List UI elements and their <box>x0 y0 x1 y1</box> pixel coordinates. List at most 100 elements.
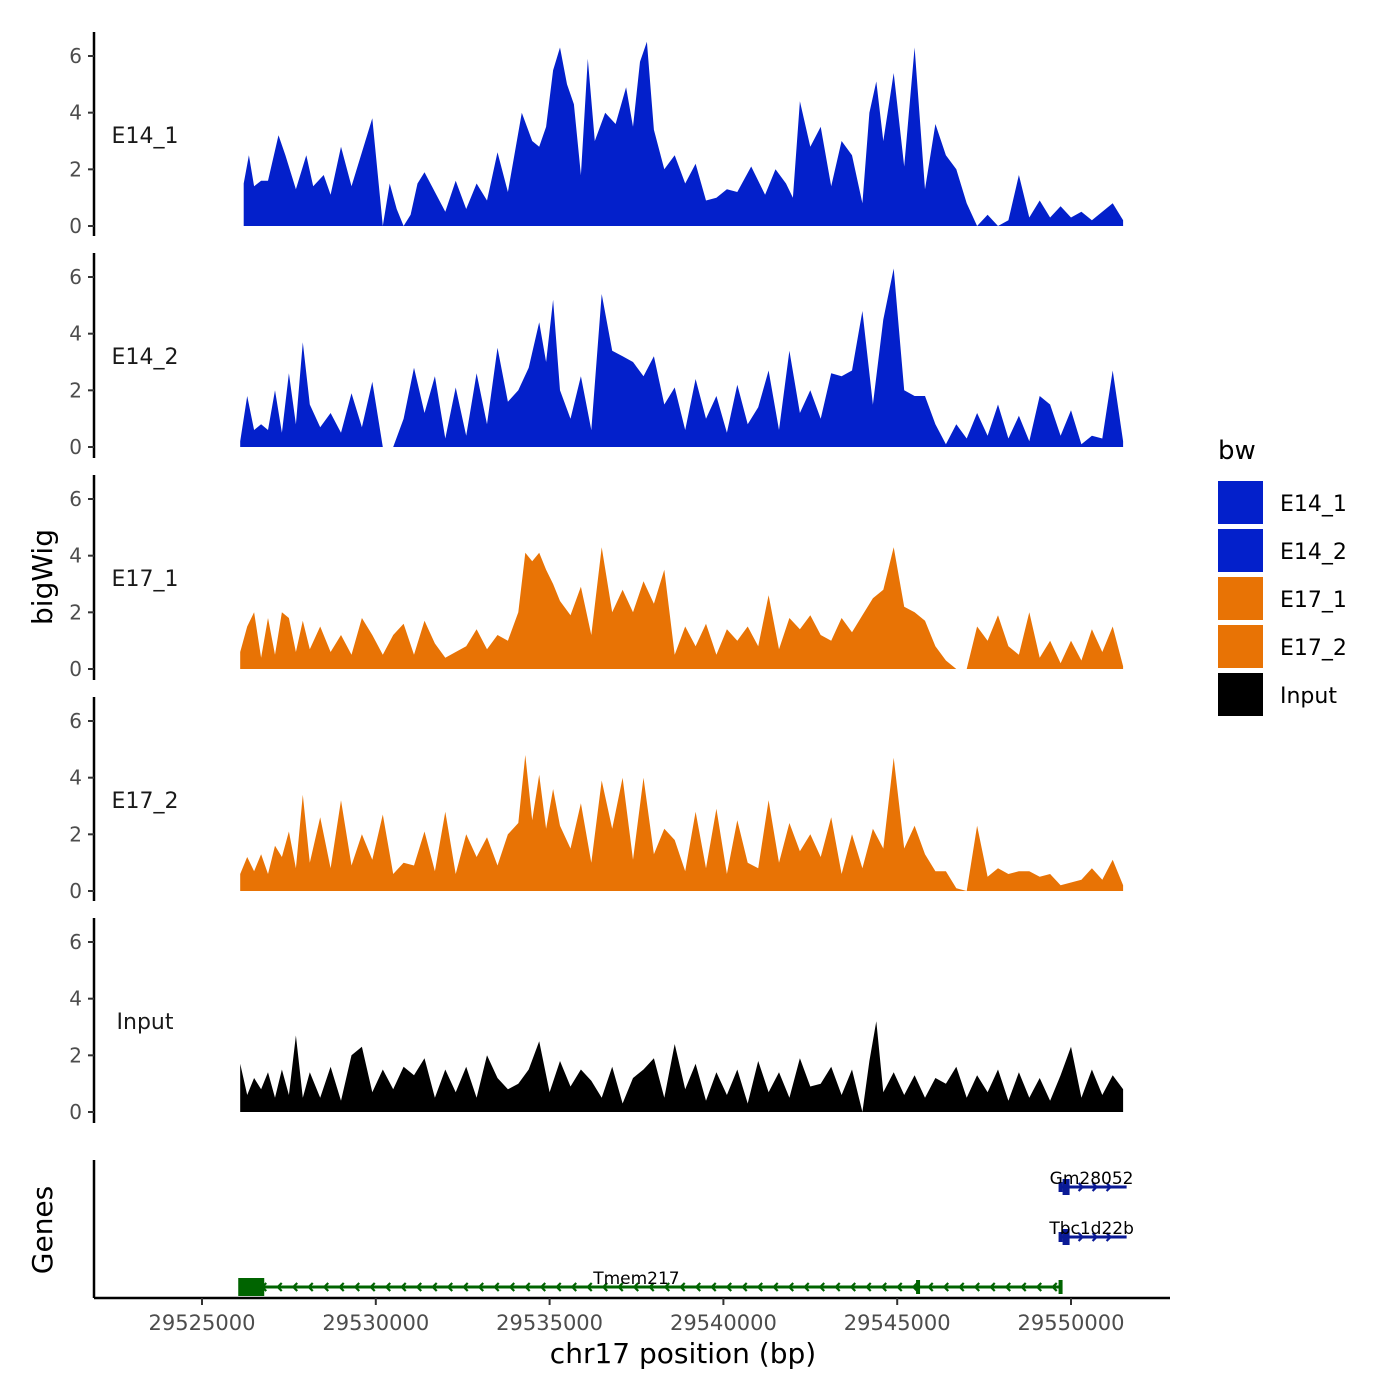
strand-arrow <box>803 1282 810 1292</box>
y-tick-label: 0 <box>69 435 82 459</box>
strand-arrow <box>648 1282 655 1292</box>
strand-arrow <box>601 1282 609 1292</box>
strand-arrow <box>353 1282 361 1292</box>
strand-arrow <box>291 1282 299 1292</box>
gene-label: Tmem217 <box>592 1269 679 1289</box>
track-e14-1: 0 2 4 6 E14_1 <box>69 32 1124 238</box>
gene-tmem217: Tmem217 <box>238 1269 1063 1296</box>
legend-key <box>1218 625 1263 668</box>
strand-arrow <box>1077 1232 1085 1242</box>
strand-arrow <box>1035 1282 1043 1292</box>
y-tick-label: 2 <box>69 378 82 402</box>
exon <box>1058 1280 1063 1294</box>
y-tick-label: 2 <box>69 157 82 181</box>
strand-arrow <box>989 1282 996 1292</box>
y-tick-label: 6 <box>69 487 82 511</box>
genes-axis-title: Genes <box>26 1186 59 1274</box>
legend-label: E14_2 <box>1280 540 1347 565</box>
strand-arrow <box>415 1282 423 1292</box>
legend-item-e17-1: E17_1 <box>1218 577 1347 620</box>
strand-arrow <box>1091 1182 1099 1192</box>
y-tick-label: 0 <box>69 879 82 903</box>
track-label-e14-2: E14_2 <box>112 345 179 370</box>
track-label-input: Input <box>117 1010 174 1035</box>
strand-arrow <box>493 1282 500 1292</box>
x-tick-label: 29530000 <box>322 1311 429 1335</box>
strand-arrow <box>911 1282 919 1292</box>
strand-arrow <box>865 1282 872 1292</box>
strand-arrow <box>710 1282 717 1292</box>
strand-arrow <box>586 1282 593 1292</box>
y-tick-label: 6 <box>69 44 82 68</box>
y-tick-label: 2 <box>69 1043 82 1067</box>
exon <box>1058 1182 1063 1192</box>
strand-arrow <box>663 1282 671 1292</box>
exon <box>1058 1232 1063 1242</box>
strand-arrow <box>570 1282 578 1292</box>
y-tick-label: 4 <box>69 987 82 1011</box>
strand-arrow <box>1004 1282 1012 1292</box>
legend-key <box>1218 481 1263 524</box>
exon <box>1062 1179 1070 1195</box>
strand-arrow <box>477 1282 485 1292</box>
strand-arrow <box>741 1282 748 1292</box>
gene-label: Tbc1d22b <box>1048 1219 1134 1239</box>
strand-arrow <box>756 1282 764 1292</box>
strand-arrow <box>973 1282 981 1292</box>
y-tick-label: 2 <box>69 600 82 624</box>
strand-arrow <box>896 1282 903 1292</box>
strand-arrow <box>446 1282 454 1292</box>
bigwig-tracks: 0 2 4 6 E14_1 0 2 4 6 E14_2 0 2 4 6 E17_1 0 2 4 6 E17_2 0 2 4 6… <box>69 32 1124 1124</box>
legend-key <box>1218 673 1263 716</box>
legend-title: bw <box>1218 436 1256 466</box>
legend-label: E17_1 <box>1280 588 1347 613</box>
strand-arrow <box>322 1282 330 1292</box>
y-tick-label: 0 <box>69 1100 82 1124</box>
strand-arrow <box>927 1282 934 1292</box>
exon <box>1062 1229 1070 1245</box>
y-tick-label: 0 <box>69 214 82 238</box>
x-axis: 29525000 29530000 29535000 29540000 29545000… <box>94 1296 1170 1335</box>
strand-arrow <box>400 1282 407 1292</box>
legend-key <box>1218 577 1263 620</box>
area-e17-2 <box>240 755 1124 891</box>
y-tick-label: 0 <box>69 657 82 681</box>
x-tick-label: 29540000 <box>670 1311 777 1335</box>
strand-arrow <box>539 1282 547 1292</box>
track-e17-2: 0 2 4 6 E17_2 <box>69 697 1124 903</box>
strand-arrow <box>942 1282 950 1292</box>
track-label-e17-1: E17_1 <box>112 567 179 592</box>
strand-arrow <box>725 1282 733 1292</box>
strand-arrow <box>617 1282 624 1292</box>
strand-arrow <box>1020 1282 1027 1292</box>
x-tick-label: 29545000 <box>844 1311 951 1335</box>
exon <box>916 1280 921 1294</box>
strand-arrow <box>462 1282 469 1292</box>
y-tick-label: 4 <box>69 322 82 346</box>
area-e14-2 <box>240 268 1124 447</box>
x-tick-label: 29525000 <box>149 1311 256 1335</box>
legend-key <box>1218 529 1263 572</box>
strand-arrow <box>1091 1232 1099 1242</box>
strand-arrow <box>787 1282 795 1292</box>
strand-arrow <box>524 1282 531 1292</box>
gene-label: Gm28052 <box>1050 1169 1134 1189</box>
strand-arrow <box>1105 1182 1113 1192</box>
strand-arrow <box>958 1282 965 1292</box>
strand-arrow <box>384 1282 392 1292</box>
strand-arrow <box>632 1282 640 1292</box>
legend-item-e17-2: E17_2 <box>1218 625 1347 668</box>
legend-item-e14-1: E14_1 <box>1218 481 1347 524</box>
strand-arrow <box>431 1282 438 1292</box>
y-tick-label: 6 <box>69 709 82 733</box>
legend-label: Input <box>1280 684 1337 709</box>
y-tick-label: 4 <box>69 766 82 790</box>
area-e14-1 <box>243 41 1124 226</box>
track-label-e14-1: E14_1 <box>112 124 179 149</box>
x-tick-label: 29550000 <box>1018 1311 1125 1335</box>
strand-arrow <box>1105 1232 1113 1242</box>
y-tick-label: 6 <box>69 930 82 954</box>
track-e14-2: 0 2 4 6 E14_2 <box>69 253 1124 459</box>
y-tick-label: 4 <box>69 544 82 568</box>
